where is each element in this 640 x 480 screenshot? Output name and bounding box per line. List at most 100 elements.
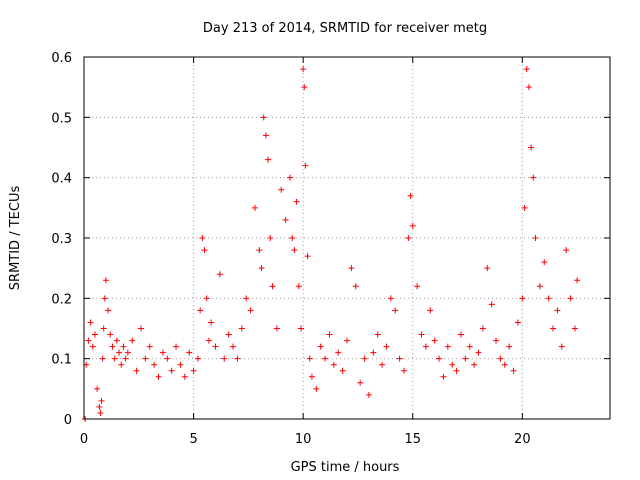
data-point bbox=[116, 349, 123, 356]
data-point bbox=[137, 325, 144, 332]
y-tick-label: 0.1 bbox=[51, 353, 72, 368]
axis-ticks bbox=[83, 56, 610, 420]
data-point bbox=[528, 144, 535, 151]
data-point bbox=[444, 343, 451, 350]
data-point bbox=[120, 343, 127, 350]
data-point bbox=[501, 361, 508, 368]
data-point bbox=[400, 367, 407, 374]
data-point bbox=[317, 343, 324, 350]
x-axis-tick-labels: 0 5 10 15 20 bbox=[80, 432, 531, 447]
data-point bbox=[291, 247, 298, 254]
data-point bbox=[387, 295, 394, 302]
x-tick-label: 15 bbox=[404, 432, 421, 447]
data-point bbox=[98, 397, 105, 404]
data-point bbox=[287, 174, 294, 181]
data-point bbox=[300, 66, 307, 73]
data-point bbox=[361, 355, 368, 362]
data-point bbox=[418, 331, 425, 338]
data-point bbox=[111, 355, 118, 362]
data-point bbox=[374, 331, 381, 338]
data-point bbox=[352, 283, 359, 290]
data-point bbox=[168, 367, 175, 374]
data-point bbox=[238, 325, 245, 332]
data-point bbox=[295, 283, 302, 290]
data-point bbox=[506, 343, 513, 350]
data-point bbox=[243, 295, 250, 302]
data-point bbox=[313, 385, 320, 392]
data-point bbox=[89, 343, 96, 350]
data-point bbox=[181, 373, 188, 380]
data-point bbox=[173, 343, 180, 350]
data-point bbox=[289, 235, 296, 241]
data-point bbox=[201, 247, 208, 254]
data-point bbox=[122, 355, 129, 362]
data-point bbox=[523, 66, 530, 73]
data-point bbox=[159, 349, 166, 356]
data-point bbox=[293, 198, 300, 205]
grid-lines bbox=[84, 57, 610, 419]
data-point bbox=[113, 337, 120, 344]
data-point bbox=[124, 349, 131, 356]
data-point bbox=[497, 355, 504, 362]
data-point bbox=[269, 283, 276, 290]
data-points bbox=[82, 66, 581, 422]
plot-frame bbox=[83, 56, 611, 420]
y-tick-label: 0.3 bbox=[51, 232, 72, 247]
data-point bbox=[221, 355, 228, 362]
data-point bbox=[177, 361, 184, 368]
data-point bbox=[479, 325, 486, 332]
data-point bbox=[96, 403, 103, 410]
data-point bbox=[258, 265, 265, 272]
data-point bbox=[225, 331, 232, 338]
data-point bbox=[574, 277, 581, 284]
data-point bbox=[260, 114, 267, 121]
data-point bbox=[100, 325, 107, 332]
data-point bbox=[493, 337, 500, 344]
data-point bbox=[407, 192, 414, 199]
data-point bbox=[330, 361, 337, 368]
data-point bbox=[322, 355, 329, 362]
data-point bbox=[186, 349, 193, 356]
data-point bbox=[216, 271, 223, 278]
data-point bbox=[484, 265, 491, 272]
y-tick-label: 0 bbox=[64, 413, 72, 428]
data-point bbox=[99, 355, 106, 362]
data-point bbox=[532, 235, 539, 241]
data-point bbox=[567, 295, 574, 302]
y-tick-label: 0.4 bbox=[51, 172, 72, 187]
data-point bbox=[335, 349, 342, 356]
data-point bbox=[301, 84, 308, 91]
data-point bbox=[251, 204, 258, 211]
data-point bbox=[273, 325, 280, 332]
data-point bbox=[344, 337, 350, 344]
data-point bbox=[554, 307, 561, 314]
data-point bbox=[475, 349, 482, 356]
data-point bbox=[431, 337, 438, 344]
data-point bbox=[541, 259, 548, 266]
data-point bbox=[440, 373, 447, 380]
data-point bbox=[129, 337, 136, 344]
y-axis-tick-labels: 0 0.1 0.2 0.3 0.4 0.5 0.6 bbox=[51, 51, 72, 428]
data-point bbox=[530, 174, 537, 181]
data-point bbox=[306, 355, 313, 362]
chart-title: Day 213 of 2014, SRMTID for receiver met… bbox=[203, 21, 487, 36]
data-point bbox=[462, 355, 469, 362]
data-point bbox=[230, 343, 237, 350]
data-point bbox=[256, 247, 263, 254]
data-point bbox=[563, 247, 570, 254]
x-axis-label: GPS time / hours bbox=[291, 460, 400, 475]
y-axis-label: SRMTID / TECUs bbox=[8, 186, 23, 291]
data-point bbox=[550, 325, 557, 332]
data-point bbox=[282, 216, 289, 223]
x-tick-label: 20 bbox=[514, 432, 531, 447]
data-point bbox=[519, 295, 526, 302]
x-tick-label: 5 bbox=[189, 432, 197, 447]
data-point bbox=[436, 355, 443, 362]
data-point bbox=[234, 355, 241, 362]
data-point bbox=[190, 367, 197, 374]
data-point bbox=[365, 391, 372, 398]
data-point bbox=[85, 337, 92, 344]
data-point bbox=[414, 283, 421, 290]
data-point bbox=[348, 265, 355, 272]
data-point bbox=[396, 355, 403, 362]
